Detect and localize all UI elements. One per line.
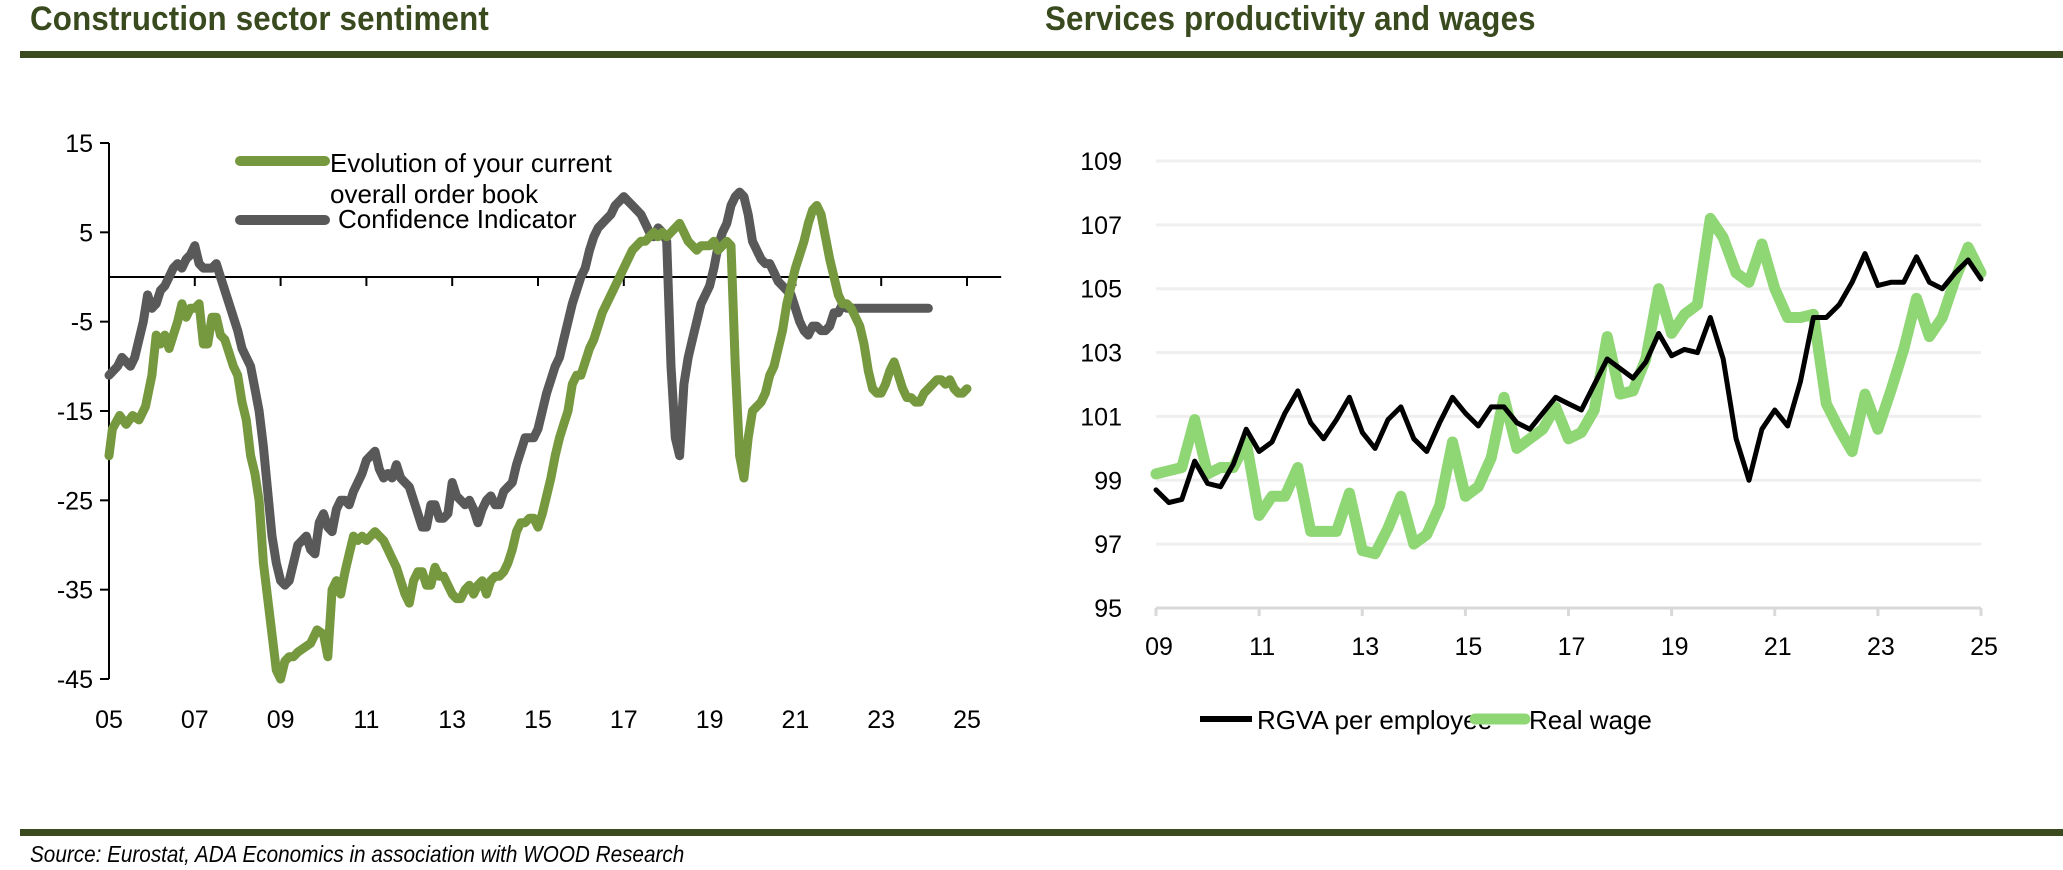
right-y-tick-label: 103 — [1080, 340, 1122, 368]
right-y-tick-label: 109 — [1080, 148, 1122, 176]
right-x-tick-label: 25 — [1970, 633, 1998, 661]
legend-label-order-book-line2: overall order book — [330, 179, 539, 209]
left-legend: Evolution of your current overall order … — [235, 148, 613, 234]
left-y-tick-label: -45 — [57, 666, 93, 694]
right-x-tick-label: 23 — [1867, 633, 1895, 661]
construction-sentiment-chart: 15 5 -5 -15 -25 -35 -45 05 07 09 11 13 15 17 19 21 23 25… — [57, 130, 1002, 734]
right-x-tick-label: 13 — [1351, 633, 1379, 661]
left-x-axis: 05 07 09 11 13 15 17 19 21 23 25 — [95, 276, 1002, 734]
left-y-tick-label: -15 — [57, 398, 93, 426]
series-line-order_book — [104, 201, 972, 684]
left-y-tick-label: -5 — [71, 309, 93, 337]
series-line-rgva — [1153, 251, 1984, 506]
left-y-tick-label: -35 — [57, 577, 93, 605]
left-x-tick-label: 07 — [181, 706, 209, 734]
left-y-tick-label: 5 — [79, 219, 93, 247]
left-x-tick-label: 17 — [610, 706, 638, 734]
right-series — [1150, 213, 1987, 560]
right-y-tick-label: 97 — [1094, 531, 1122, 559]
right-x-tick-label: 11 — [1249, 633, 1275, 661]
left-chart-title: Construction sector sentiment — [30, 0, 489, 38]
right-gridlines — [1156, 159, 1981, 546]
legend-label-confidence: Confidence Indicator — [338, 204, 577, 234]
left-x-tick-label: 21 — [781, 706, 809, 734]
services-productivity-chart: 109 107 105 103 101 99 97 95 09 11 13 15 17 19 21 23 25… — [1080, 148, 1998, 735]
right-y-tick-label: 101 — [1080, 403, 1122, 431]
left-x-tick-label: 11 — [353, 706, 379, 734]
left-x-tick-label: 15 — [524, 706, 552, 734]
right-y-tick-label: 105 — [1080, 276, 1122, 304]
right-x-tick-label: 15 — [1454, 633, 1482, 661]
source-note: Source: Eurostat, ADA Economics in assoc… — [30, 841, 685, 867]
left-x-tick-label: 25 — [953, 706, 981, 734]
legend-label-real-wage: Real wage — [1529, 705, 1652, 735]
legend-label-order-book-line1: Evolution of your current — [330, 148, 613, 178]
right-x-tick-label: 19 — [1661, 633, 1689, 661]
left-x-tick-label: 13 — [438, 706, 466, 734]
right-legend: RGVA per employee Real wage — [1200, 705, 1652, 735]
right-x-tick-label: 21 — [1764, 633, 1792, 661]
right-x-tick-label: 17 — [1558, 633, 1586, 661]
left-y-tick-label: -25 — [57, 487, 93, 515]
right-y-tick-label: 99 — [1094, 467, 1122, 495]
right-x-tick-label: 09 — [1145, 633, 1173, 661]
right-y-tick-label: 107 — [1080, 212, 1122, 240]
right-x-axis: 09 11 13 15 17 19 21 23 25 — [1145, 606, 1998, 661]
right-y-tick-label: 95 — [1094, 595, 1122, 623]
left-x-tick-label: 09 — [267, 706, 295, 734]
right-y-axis: 109 107 105 103 101 99 97 95 — [1080, 148, 1122, 623]
left-y-axis: 15 5 -5 -15 -25 -35 -45 — [57, 130, 110, 694]
left-series — [104, 187, 972, 684]
footer-rule — [20, 829, 2063, 836]
header-rule — [20, 51, 2063, 58]
left-x-tick-label: 05 — [95, 706, 123, 734]
left-y-tick-label: 15 — [65, 130, 93, 158]
legend-label-rgva: RGVA per employee — [1257, 705, 1492, 735]
left-x-tick-label: 19 — [696, 706, 724, 734]
right-chart-title: Services productivity and wages — [1045, 0, 1536, 38]
left-x-tick-label: 23 — [867, 706, 895, 734]
series-line-real_wage — [1150, 213, 1987, 560]
